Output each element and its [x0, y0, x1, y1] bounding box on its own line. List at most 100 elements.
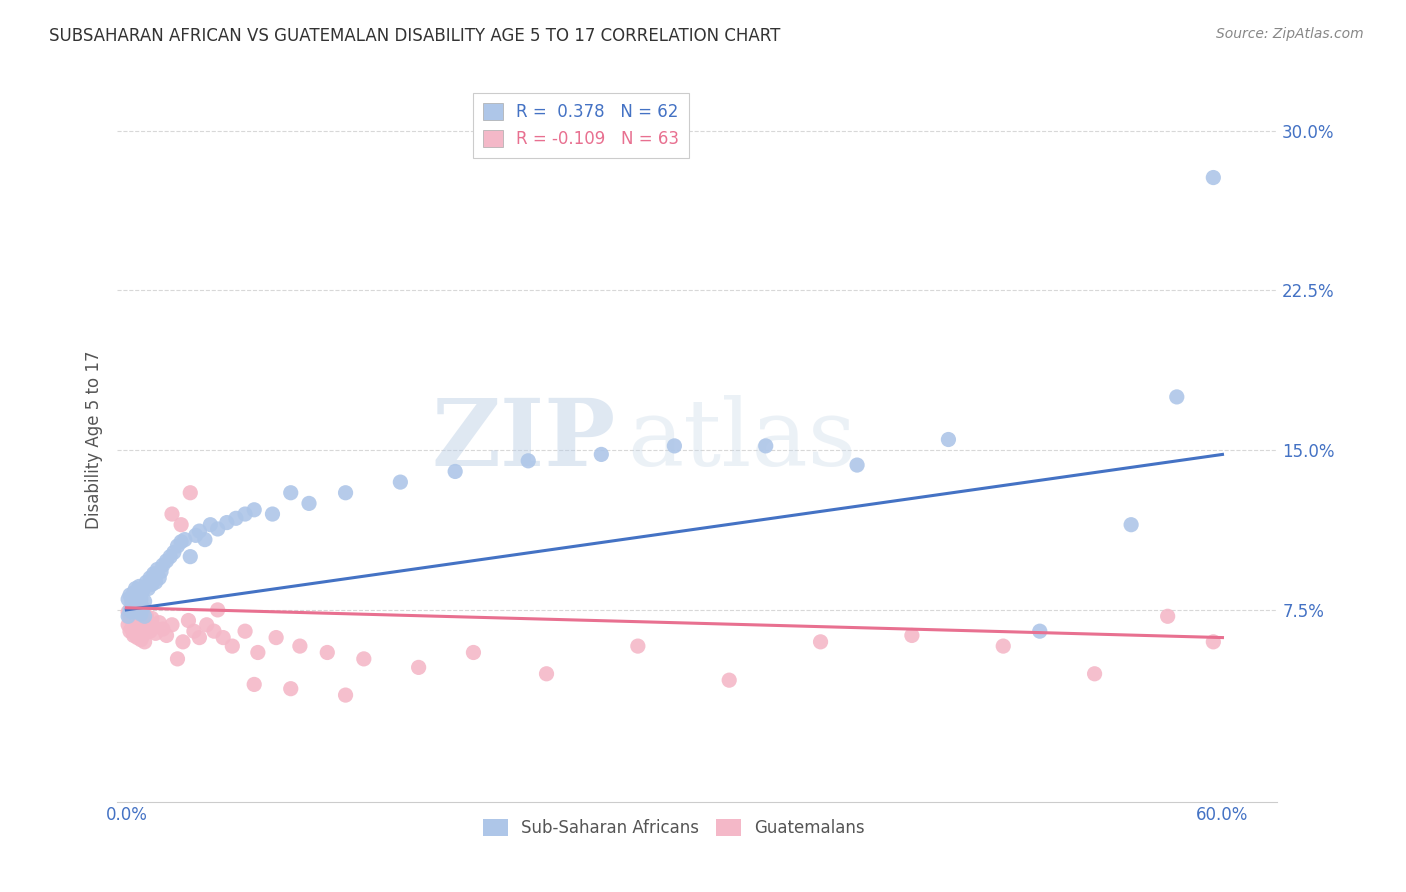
Point: [128, 597, 150, 611]
Point: [463, 645, 485, 659]
Point: [246, 645, 269, 659]
Point: [200, 517, 222, 532]
Point: [150, 565, 173, 579]
Point: [142, 566, 165, 581]
Point: [207, 522, 229, 536]
Point: [718, 673, 741, 688]
Legend: Sub-Saharan Africans, Guatemalans: Sub-Saharan Africans, Guatemalans: [477, 813, 872, 844]
Point: [280, 485, 302, 500]
Point: [117, 605, 139, 619]
Point: [146, 562, 169, 576]
Point: [1166, 390, 1188, 404]
Point: [145, 626, 167, 640]
Point: [172, 635, 194, 649]
Point: [280, 681, 302, 696]
Point: [124, 599, 146, 613]
Point: [288, 639, 311, 653]
Point: [134, 594, 156, 608]
Point: [152, 558, 174, 573]
Point: [128, 614, 150, 628]
Point: [121, 594, 143, 608]
Point: [132, 628, 155, 642]
Text: ZIP: ZIP: [432, 394, 616, 484]
Point: [664, 439, 686, 453]
Point: [124, 624, 146, 639]
Point: [139, 624, 162, 639]
Point: [173, 533, 195, 547]
Point: [136, 617, 159, 632]
Point: [142, 620, 165, 634]
Point: [183, 624, 205, 639]
Point: [122, 628, 145, 642]
Point: [132, 583, 155, 598]
Point: [901, 628, 924, 642]
Point: [170, 534, 193, 549]
Point: [1119, 517, 1142, 532]
Point: [159, 549, 181, 564]
Point: [117, 617, 139, 632]
Point: [148, 571, 170, 585]
Point: [118, 611, 141, 625]
Point: [124, 607, 146, 622]
Point: [233, 624, 256, 639]
Point: [160, 507, 183, 521]
Point: [1202, 170, 1225, 185]
Point: [179, 485, 201, 500]
Text: Source: ZipAtlas.com: Source: ZipAtlas.com: [1216, 27, 1364, 41]
Point: [810, 635, 832, 649]
Point: [117, 609, 139, 624]
Point: [129, 592, 152, 607]
Point: [135, 575, 157, 590]
Point: [166, 652, 188, 666]
Point: [155, 554, 177, 568]
Point: [212, 631, 235, 645]
Point: [177, 614, 200, 628]
Point: [141, 577, 163, 591]
Point: [127, 588, 149, 602]
Point: [335, 688, 357, 702]
Point: [993, 639, 1015, 653]
Point: [335, 485, 357, 500]
Point: [127, 615, 149, 630]
Point: [243, 503, 266, 517]
Point: [121, 609, 143, 624]
Point: [1202, 635, 1225, 649]
Point: [134, 635, 156, 649]
Point: [195, 617, 218, 632]
Point: [408, 660, 430, 674]
Point: [148, 615, 170, 630]
Point: [132, 600, 155, 615]
Point: [233, 507, 256, 521]
Point: [152, 622, 174, 636]
Point: [591, 447, 613, 461]
Point: [155, 628, 177, 642]
Point: [129, 607, 152, 622]
Point: [124, 582, 146, 596]
Point: [122, 586, 145, 600]
Point: [264, 631, 287, 645]
Point: [1029, 624, 1052, 639]
Point: [207, 603, 229, 617]
Point: [118, 624, 141, 639]
Point: [846, 458, 869, 472]
Point: [517, 454, 540, 468]
Point: [118, 588, 141, 602]
Point: [938, 433, 960, 447]
Point: [136, 582, 159, 596]
Point: [129, 620, 152, 634]
Point: [755, 439, 778, 453]
Point: [316, 645, 339, 659]
Point: [117, 592, 139, 607]
Point: [128, 626, 150, 640]
Point: [262, 507, 284, 521]
Point: [134, 609, 156, 624]
Point: [127, 631, 149, 645]
Point: [128, 579, 150, 593]
Point: [243, 677, 266, 691]
Point: [141, 611, 163, 625]
Point: [145, 575, 167, 590]
Point: [139, 571, 162, 585]
Point: [121, 605, 143, 619]
Point: [129, 632, 152, 647]
Y-axis label: Disability Age 5 to 17: Disability Age 5 to 17: [86, 351, 103, 529]
